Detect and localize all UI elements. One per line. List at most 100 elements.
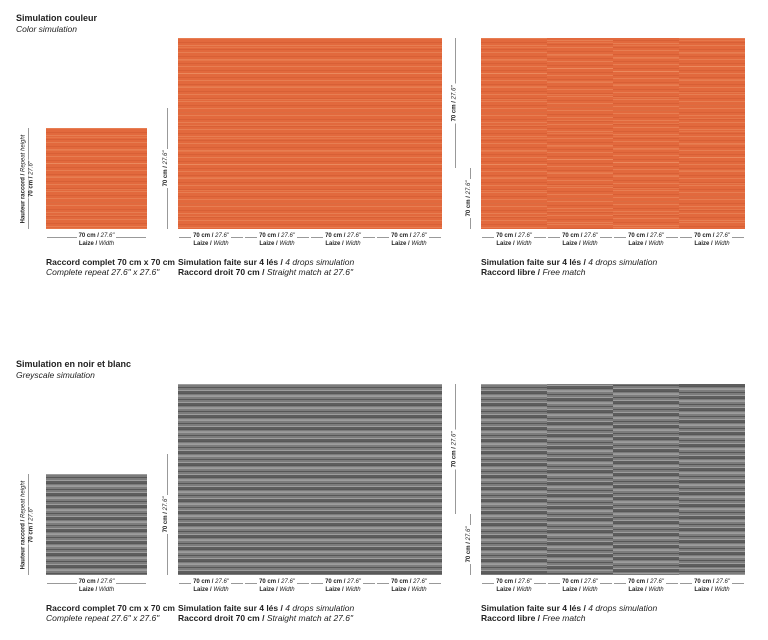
dim-text: 70 cm / 27.6" (163, 148, 169, 189)
dim-line: 70 cm / 27.6" (163, 454, 171, 575)
dim-line: 70 cm / 27.6" (47, 579, 146, 587)
label-en: Width (98, 240, 115, 247)
label-fr: Laize / (562, 586, 581, 593)
dim-line: 70 cm / 27.6" (466, 514, 474, 575)
width-label: 70 cm / 27.6" Laize / Width (680, 579, 744, 594)
simulation-image (178, 384, 442, 575)
dim-text: 70 cm / 27.6" (27, 504, 34, 545)
dim-line: Laize / Width (680, 587, 744, 595)
dim-line: 70 cm / 27.6" (377, 579, 441, 587)
label-en: Free match (542, 267, 586, 277)
drop (310, 38, 377, 229)
dim-line: Laize / Width (245, 241, 309, 249)
label-en: Straight match at 27.6" (266, 613, 354, 623)
label-en: 27.6" (347, 579, 361, 585)
dim-line: 70 cm / 27.6" (47, 233, 146, 241)
drop (376, 38, 442, 229)
label-en: 27.6" (100, 233, 115, 239)
label-en: Width (714, 240, 730, 247)
simulation-image (481, 38, 745, 229)
drop (613, 38, 680, 229)
dim-line: 70 cm / 27.6" (163, 108, 171, 229)
label-en: 27.6" (347, 233, 361, 239)
dim-text: 70 cm / 27.6" (163, 494, 169, 535)
label-en: 27.6" (281, 579, 295, 585)
dim-text: 70 cm / 27.6" (76, 579, 117, 585)
dim-text: 70 cm / 27.6" (494, 233, 534, 239)
label-en: 27.6" (451, 431, 457, 445)
width-label: 70 cm / 27.6" Laize / Width (548, 579, 612, 594)
caption-line: Raccord droit 70 cm / Straight match at … (178, 267, 354, 277)
dim-line: 70 cm / 27.6" (245, 579, 309, 587)
dim-text: 70 cm / 27.6" (466, 178, 472, 219)
height-label: 70 cm / 27.6" (466, 168, 475, 229)
drop (310, 384, 377, 575)
label-fr: 70 cm / (325, 579, 346, 585)
label-en: 27.6" (27, 506, 34, 521)
dim-line: Laize / Width (548, 587, 612, 595)
label-en: Complete repeat 27.6" x 27.6" (46, 613, 160, 623)
label-en: Width (411, 586, 427, 593)
label-en: 4 drops simulation (285, 603, 355, 613)
height-label: 70 cm / 27.6" (163, 454, 172, 575)
dim-line: 70 cm / 27.6" (482, 579, 546, 587)
caption-line: Raccord complet 70 cm x 70 cm (46, 603, 175, 613)
dim-text: 70 cm / 27.6" (76, 233, 117, 239)
simulation-image (481, 384, 745, 575)
label-fr: 70 cm / (391, 233, 412, 239)
label-fr: 70 cm / (259, 233, 280, 239)
label-fr: Hauteur raccord / (20, 173, 26, 223)
label-fr: Raccord libre / (481, 613, 541, 623)
dim-line: Laize / Width (47, 587, 146, 595)
label-en: Width (648, 240, 664, 247)
label-en: 27.6" (215, 233, 229, 239)
dim-text: 70 cm / 27.6" (389, 579, 429, 585)
label-en: 27.6" (100, 579, 115, 585)
drop (481, 384, 548, 575)
label-en: 4 drops simulation (588, 603, 658, 613)
dim-text: 70 cm / 27.6" (257, 233, 297, 239)
dim-text: 70 cm / 27.6" (191, 233, 231, 239)
label-en: Width (345, 240, 361, 247)
simulation-image (46, 128, 147, 229)
label-en: Width (714, 586, 730, 593)
label-en: 27.6" (518, 579, 532, 585)
dim-text: 70 cm / 27.6" (323, 579, 363, 585)
label-en: 27.6" (716, 579, 730, 585)
drop (178, 384, 245, 575)
dim-line: 70 cm / 27.6" (451, 38, 459, 168)
label-en: 27.6" (716, 233, 730, 239)
label-fr: Laize / (694, 240, 713, 247)
caption-line: Simulation faite sur 4 lés / 4 drops sim… (481, 257, 657, 267)
label-fr: Laize / (193, 586, 212, 593)
dim-line: Laize / Width (245, 587, 309, 595)
dim-line: 70 cm / 27.6" (482, 233, 546, 241)
caption: Simulation faite sur 4 lés / 4 drops sim… (481, 257, 657, 277)
label-fr: 70 cm / (628, 579, 649, 585)
drop (244, 38, 311, 229)
label-en: 27.6" (27, 160, 34, 175)
label-fr: 70 cm / (562, 233, 583, 239)
label-en: 27.6" (466, 180, 472, 195)
label-fr: Simulation faite sur 4 lés / (481, 257, 586, 267)
label-fr: 70 cm / (466, 196, 472, 217)
label-en: 27.6" (163, 496, 169, 511)
dim-line: Laize / Width (482, 241, 546, 249)
width-label: 70 cm / 27.6" Laize / Width (614, 233, 678, 248)
drop (547, 384, 614, 575)
dim-line: 70 cm / 27.6" (27, 128, 36, 229)
label-en: Width (516, 586, 532, 593)
label-fr: Laize / (496, 240, 515, 247)
caption: Simulation faite sur 4 lés / 4 drops sim… (481, 603, 657, 623)
width-label: 70 cm / 27.6" Laize / Width (614, 579, 678, 594)
width-label: 70 cm / 27.6" Laize / Width (377, 233, 441, 248)
dim-line: Laize / Width (47, 241, 146, 249)
width-label: 70 cm / 27.6" Laize / Width (47, 233, 146, 248)
label-en: 27.6" (650, 233, 664, 239)
label-fr: Raccord droit 70 cm / (178, 613, 265, 623)
dim-text: 70 cm / 27.6" (466, 524, 472, 565)
dim-text: 70 cm / 27.6" (560, 233, 600, 239)
caption-line: Simulation faite sur 4 lés / 4 drops sim… (178, 603, 354, 613)
width-label: 70 cm / 27.6" Laize / Width (680, 233, 744, 248)
dim-line: Laize / Width (179, 587, 243, 595)
